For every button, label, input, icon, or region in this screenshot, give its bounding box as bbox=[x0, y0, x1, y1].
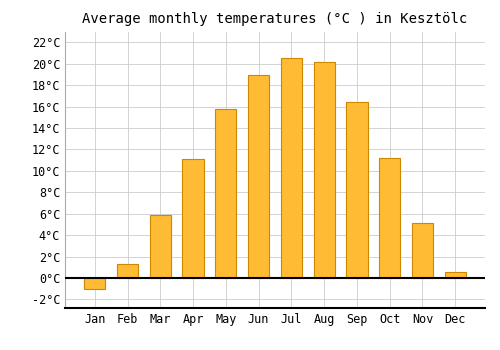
Bar bbox=[182, 159, 204, 278]
Bar bbox=[346, 102, 368, 278]
Bar bbox=[444, 272, 466, 278]
Bar bbox=[248, 76, 270, 278]
Title: Average monthly temperatures (°C ) in Kesztölc: Average monthly temperatures (°C ) in Ke… bbox=[82, 12, 468, 26]
Bar bbox=[314, 62, 335, 278]
Bar bbox=[412, 223, 433, 278]
Bar bbox=[150, 215, 171, 278]
Bar bbox=[215, 108, 236, 278]
Bar bbox=[84, 278, 106, 289]
Bar bbox=[117, 264, 138, 278]
Bar bbox=[280, 58, 302, 278]
Bar bbox=[379, 158, 400, 278]
